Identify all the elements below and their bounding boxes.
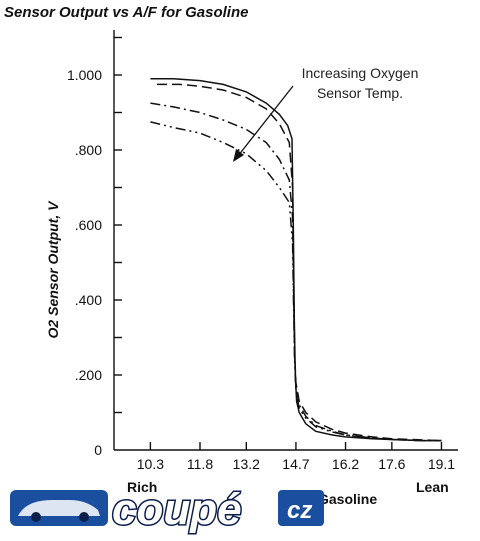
x-tick-label: 16.2 (332, 456, 359, 472)
logo-cz-badge (278, 490, 324, 526)
chart-title: Sensor Output vs A/F for Gasoline (4, 4, 248, 21)
car-wheel-icon (79, 512, 89, 522)
y-tick-label: .200 (75, 367, 102, 383)
x-tick-label: 17.6 (378, 456, 405, 472)
y-tick-label: .400 (75, 292, 102, 308)
x-tick-label: 19.1 (428, 456, 455, 472)
y-axis-label: O2 Sensor Output, V (45, 200, 61, 339)
annotation: Increasing Oxygen Sensor Temp. (233, 65, 418, 162)
series-line-4 (150, 121, 442, 442)
x-tick-label: 11.8 (187, 456, 213, 472)
arrow-head-icon (233, 149, 244, 162)
x-axis-label: Gasoline (318, 491, 377, 507)
logo-cz-text: cz (287, 497, 312, 524)
annotation-line-2: Sensor Temp. (317, 85, 403, 101)
axes: .200 .400 .600 .800 1.000 0 10.3 11.8 13.2 14.7 16… (67, 30, 458, 472)
series-layer (150, 78, 442, 442)
y-tick-label: 0 (94, 442, 102, 458)
x-tick-label: 10.3 (137, 456, 164, 472)
annotation-arrow (237, 85, 294, 157)
car-icon (18, 500, 100, 516)
annotation-line-1: Increasing Oxygen (302, 65, 419, 81)
logo-wordmark: coupé (112, 485, 242, 534)
coupe-logo: coupé cz (10, 484, 324, 536)
series-line-2 (157, 83, 442, 442)
y-tick-label: .600 (75, 217, 102, 233)
x-tick-label: 14.7 (282, 456, 309, 472)
y-tick-label: 1.000 (67, 67, 102, 83)
lean-label: Lean (416, 479, 449, 495)
x-tick-label: 13.2 (233, 456, 260, 472)
rich-label: Rich (127, 479, 157, 495)
y-tick-label: .800 (75, 142, 102, 158)
car-wheel-icon (31, 512, 41, 522)
